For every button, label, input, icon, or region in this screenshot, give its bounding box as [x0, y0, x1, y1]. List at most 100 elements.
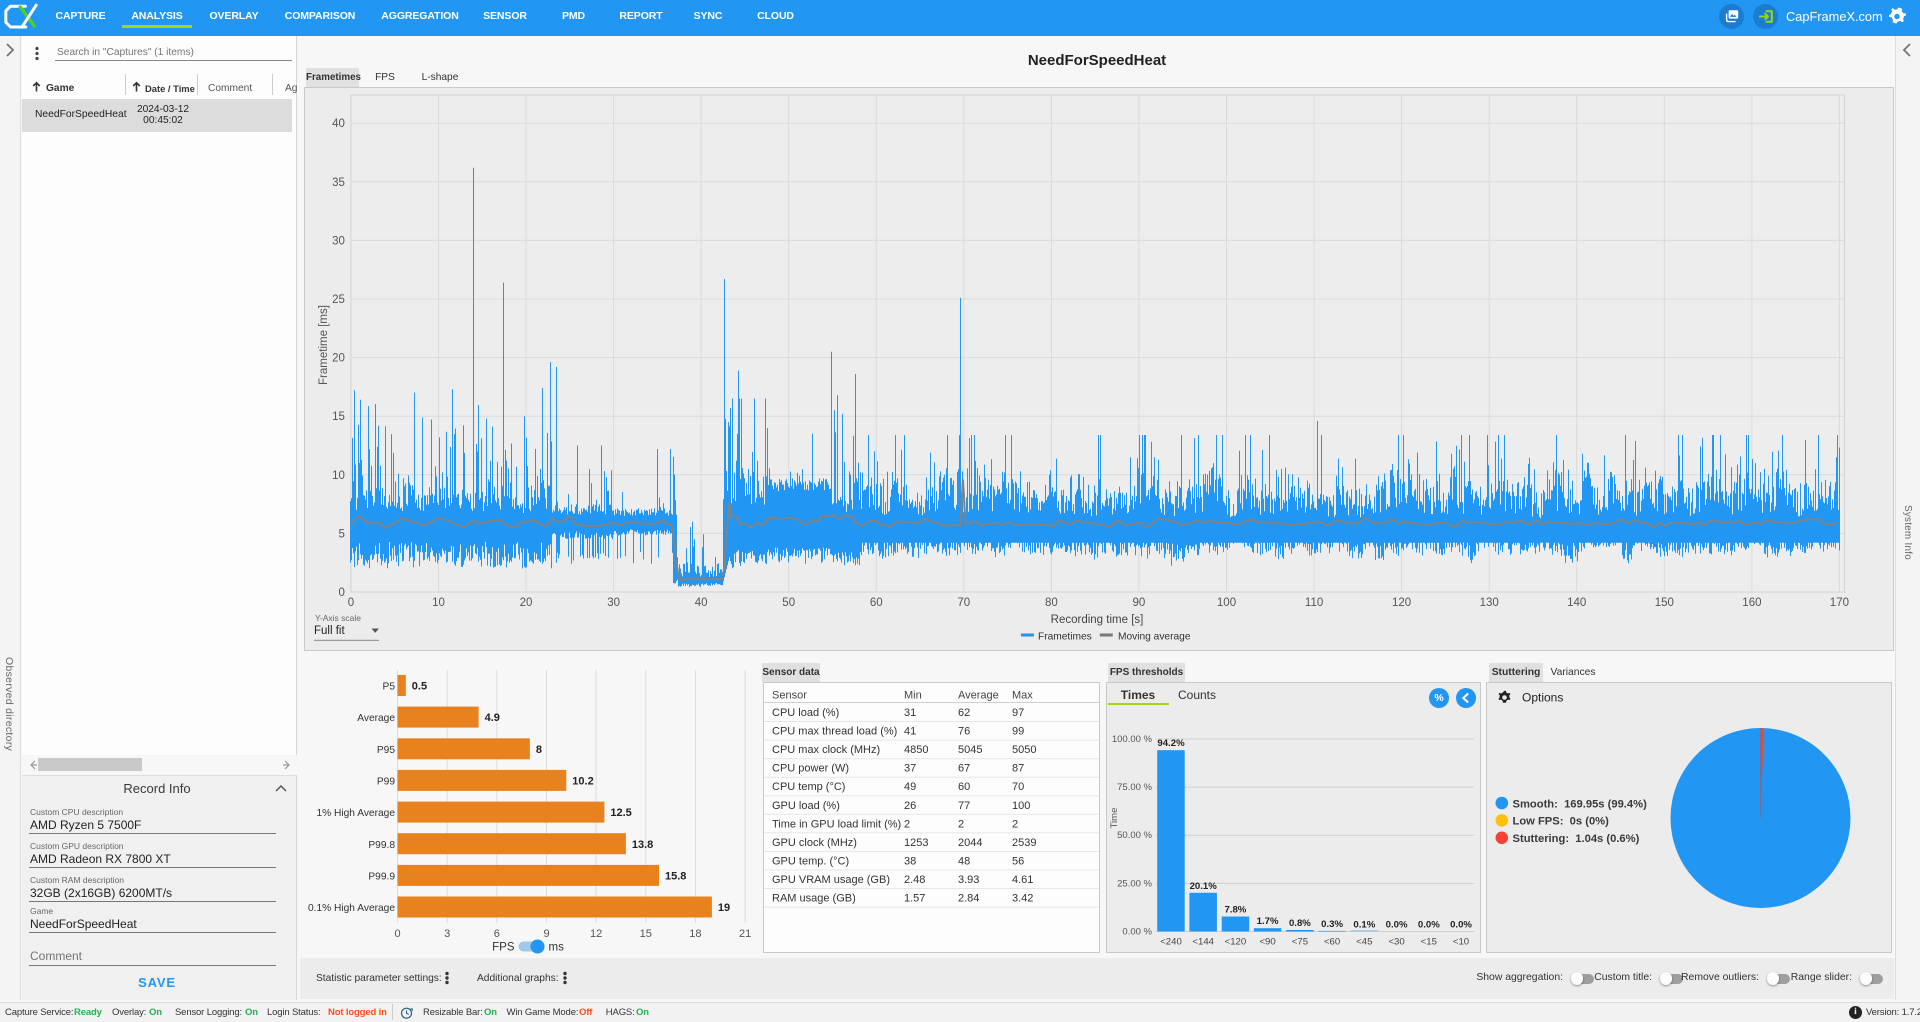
- svg-text:26: 26: [904, 800, 916, 812]
- svg-text:1% High Average: 1% High Average: [316, 808, 395, 819]
- svg-text:RAM usage (GB): RAM usage (GB): [772, 893, 856, 905]
- svg-text:130: 130: [1479, 597, 1498, 609]
- svg-text:GPU temp. (°C): GPU temp. (°C): [772, 856, 849, 868]
- svg-text:20: 20: [519, 597, 532, 609]
- svg-text:4850: 4850: [904, 744, 928, 756]
- svg-text:<60: <60: [1324, 937, 1340, 948]
- svg-text:62: 62: [958, 707, 970, 719]
- svg-text:5050: 5050: [1012, 744, 1036, 756]
- svg-text:31: 31: [904, 707, 916, 719]
- svg-text:94.2%: 94.2%: [1157, 738, 1185, 749]
- svg-text:GPU VRAM usage (GB): GPU VRAM usage (GB): [772, 874, 890, 886]
- svg-text:Stuttering: 1.04s (0.6%): Stuttering: 1.04s (0.6%): [1512, 833, 1639, 845]
- svg-text:13.8: 13.8: [631, 839, 652, 851]
- svg-text:CPU load (%): CPU load (%): [772, 707, 839, 719]
- svg-text:0.0%: 0.0%: [1418, 920, 1440, 931]
- svg-text:40: 40: [332, 118, 345, 130]
- svg-text:Smooth: 169.95s (99.4%): Smooth: 169.95s (99.4%): [1512, 798, 1647, 810]
- svg-text:0: 0: [347, 597, 353, 609]
- svg-text:FPS: FPS: [492, 942, 515, 954]
- svg-text:Recording time [s]: Recording time [s]: [1050, 614, 1143, 626]
- svg-text:0: 0: [338, 587, 344, 599]
- svg-text:25.00 %: 25.00 %: [1117, 878, 1152, 889]
- svg-text:2044: 2044: [958, 837, 982, 849]
- svg-text:Time in GPU load limit (%): Time in GPU load limit (%): [772, 818, 901, 830]
- svg-text:Min: Min: [904, 690, 922, 702]
- svg-text:60: 60: [958, 781, 970, 793]
- svg-text:120: 120: [1392, 597, 1411, 609]
- svg-text:2: 2: [1012, 818, 1018, 830]
- svg-text:15: 15: [332, 411, 345, 423]
- svg-text:3: 3: [444, 928, 450, 940]
- svg-text:<144: <144: [1192, 937, 1214, 948]
- svg-text:50.00 %: 50.00 %: [1117, 830, 1152, 841]
- svg-text:1.57: 1.57: [904, 893, 925, 905]
- svg-text:Full fit: Full fit: [314, 625, 345, 637]
- svg-text:0.1%: 0.1%: [1353, 919, 1375, 930]
- svg-text:10.2: 10.2: [572, 775, 593, 787]
- svg-text:Time: Time: [1109, 808, 1120, 829]
- svg-text:80: 80: [1045, 597, 1058, 609]
- svg-text:97: 97: [1012, 707, 1024, 719]
- svg-text:21: 21: [738, 928, 750, 940]
- svg-text:2: 2: [904, 818, 910, 830]
- svg-text:Frametime [ms]: Frametime [ms]: [318, 305, 330, 385]
- svg-text:CPU power (W): CPU power (W): [772, 763, 849, 775]
- svg-text:20.1%: 20.1%: [1190, 881, 1218, 892]
- svg-text:49: 49: [904, 781, 916, 793]
- svg-text:99: 99: [1012, 726, 1024, 738]
- svg-text:10: 10: [332, 470, 345, 482]
- svg-text:Low FPS: 0s (0%): Low FPS: 0s (0%): [1512, 816, 1609, 828]
- svg-text:67: 67: [958, 763, 970, 775]
- svg-text:12: 12: [589, 928, 601, 940]
- svg-text:100.00 %: 100.00 %: [1112, 734, 1153, 745]
- svg-text:CapFrameX.com: CapFrameX.com: [1786, 9, 1883, 24]
- svg-text:6: 6: [493, 928, 499, 940]
- svg-text:Sensor: Sensor: [772, 690, 807, 702]
- svg-text:75.00 %: 75.00 %: [1117, 782, 1152, 793]
- svg-text:CPU max thread load (%): CPU max thread load (%): [772, 726, 897, 738]
- svg-text:70: 70: [957, 597, 970, 609]
- svg-text:CPU max clock (MHz): CPU max clock (MHz): [772, 744, 880, 756]
- svg-text:GPU clock (MHz): GPU clock (MHz): [772, 837, 857, 849]
- svg-text:30: 30: [332, 235, 345, 247]
- svg-text:Y-Axis scale: Y-Axis scale: [315, 613, 361, 623]
- svg-text:48: 48: [958, 856, 970, 868]
- svg-text:<30: <30: [1388, 937, 1404, 948]
- svg-text:35: 35: [332, 177, 345, 189]
- svg-text:150: 150: [1654, 597, 1673, 609]
- svg-text:15: 15: [639, 928, 651, 940]
- svg-text:41: 41: [904, 726, 916, 738]
- svg-text:90: 90: [1132, 597, 1145, 609]
- svg-text:P99: P99: [376, 776, 394, 787]
- svg-text:<45: <45: [1356, 937, 1372, 948]
- svg-text:77: 77: [958, 800, 970, 812]
- svg-text:4.61: 4.61: [1012, 874, 1033, 886]
- svg-text:0.5: 0.5: [411, 681, 426, 693]
- svg-text:2: 2: [958, 818, 964, 830]
- svg-text:110: 110: [1304, 597, 1322, 609]
- svg-text:9: 9: [543, 928, 549, 940]
- svg-text:P99.9: P99.9: [368, 871, 395, 882]
- svg-text:50: 50: [782, 597, 795, 609]
- svg-text:0.1% High Average: 0.1% High Average: [307, 903, 394, 914]
- svg-text:<90: <90: [1259, 937, 1275, 948]
- svg-text:18: 18: [689, 928, 701, 940]
- svg-text:87: 87: [1012, 763, 1024, 775]
- svg-text:20: 20: [332, 353, 345, 365]
- svg-text:0.3%: 0.3%: [1321, 919, 1343, 930]
- svg-text:60: 60: [869, 597, 882, 609]
- svg-text:3.42: 3.42: [1012, 893, 1033, 905]
- svg-text:Max: Max: [1012, 690, 1033, 702]
- svg-text:3.93: 3.93: [958, 874, 979, 886]
- svg-text:Average: Average: [357, 713, 395, 724]
- svg-text:P95: P95: [376, 745, 394, 756]
- svg-text:5: 5: [338, 528, 344, 540]
- svg-text:76: 76: [958, 726, 970, 738]
- svg-text:<15: <15: [1421, 937, 1437, 948]
- svg-text:0.0%: 0.0%: [1386, 920, 1408, 931]
- svg-text:GPU load (%): GPU load (%): [772, 800, 840, 812]
- svg-text:2.48: 2.48: [904, 874, 925, 886]
- svg-text:4.9: 4.9: [484, 712, 499, 724]
- svg-text:56: 56: [1012, 856, 1024, 868]
